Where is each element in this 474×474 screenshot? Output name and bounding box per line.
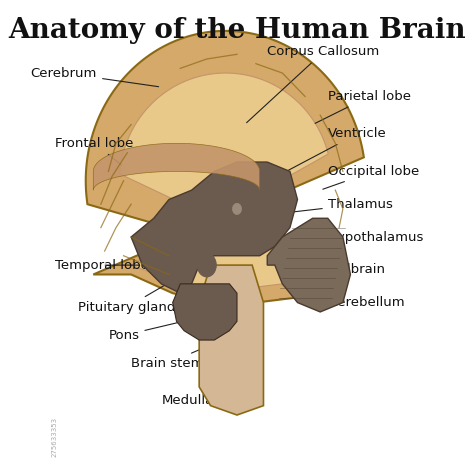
Text: Frontal lobe: Frontal lobe (55, 137, 134, 165)
Text: Pons: Pons (109, 317, 200, 342)
Text: Cerebellum: Cerebellum (315, 280, 404, 309)
Text: Hypothalamus: Hypothalamus (270, 230, 424, 246)
Text: Pituitary gland: Pituitary gland (78, 266, 197, 314)
Polygon shape (267, 218, 350, 312)
Text: Cerebrum: Cerebrum (31, 66, 159, 87)
Polygon shape (120, 73, 328, 289)
Text: Ventricle: Ventricle (289, 128, 386, 170)
Polygon shape (173, 284, 237, 340)
Polygon shape (199, 265, 264, 415)
Text: Thalamus: Thalamus (282, 198, 392, 213)
Text: Medulla: Medulla (161, 388, 230, 408)
Text: Midbrain: Midbrain (289, 263, 386, 276)
Text: 275633353: 275633353 (52, 417, 58, 457)
Text: Corpus Callosum: Corpus Callosum (246, 46, 380, 123)
Text: Occipital lobe: Occipital lobe (323, 165, 419, 189)
Text: Temporal lobe: Temporal lobe (55, 259, 149, 272)
Text: Anatomy of the Human Brain: Anatomy of the Human Brain (8, 17, 466, 44)
Polygon shape (131, 162, 298, 293)
Polygon shape (93, 143, 260, 190)
Circle shape (232, 203, 242, 215)
Circle shape (197, 254, 216, 277)
Text: Brain stem: Brain stem (131, 341, 219, 370)
Polygon shape (86, 31, 364, 302)
Text: Parietal lobe: Parietal lobe (315, 90, 411, 123)
